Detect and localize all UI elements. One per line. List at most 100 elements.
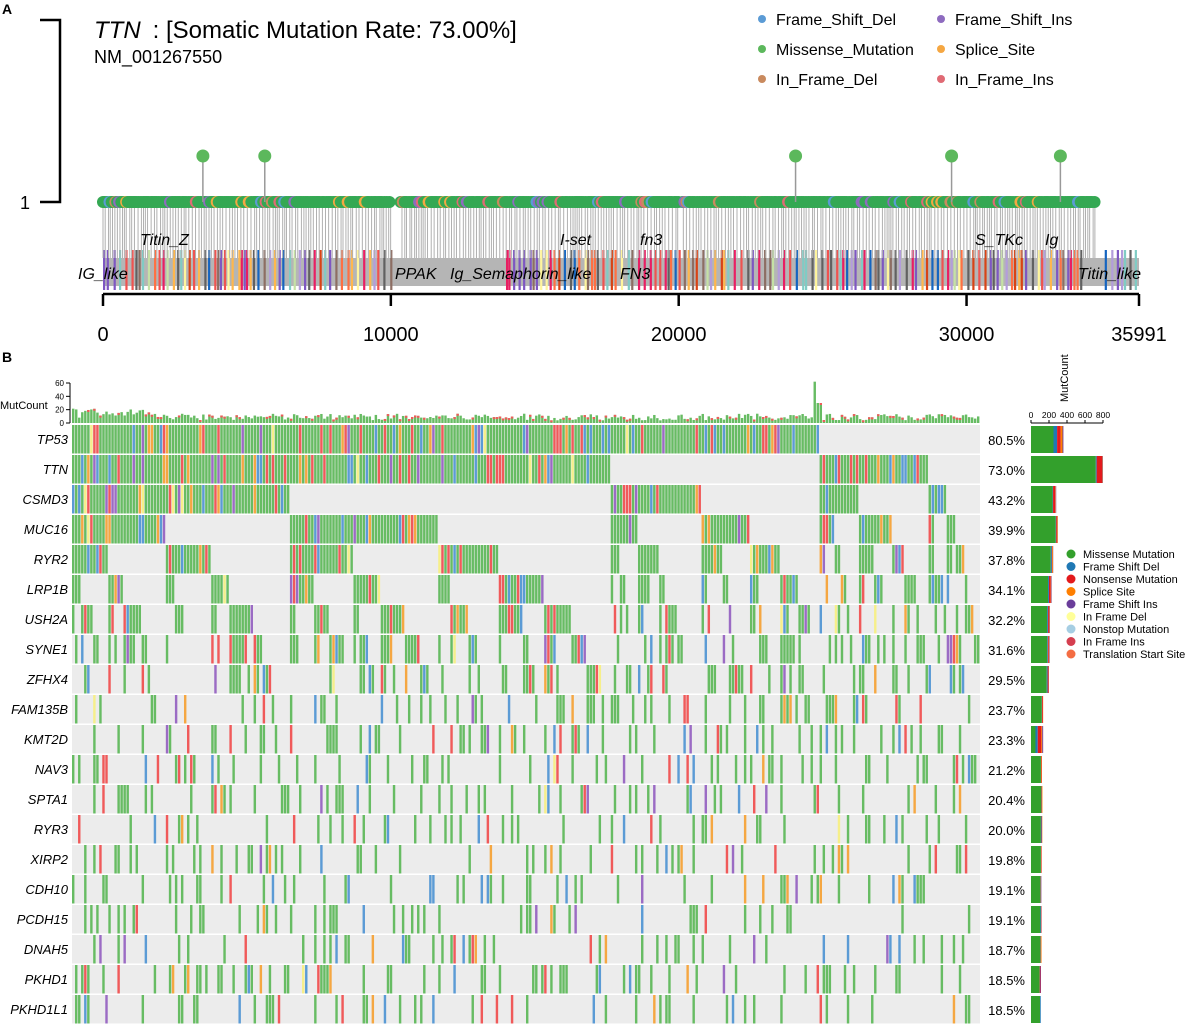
- oncoprint-cell: [456, 875, 459, 904]
- oncoprint-cell: [211, 575, 214, 604]
- oncoprint-cell: [244, 935, 247, 964]
- oncoprint-cell: [398, 845, 402, 874]
- domain-stripe: [298, 250, 301, 290]
- oncoprint-cell: [277, 995, 281, 1024]
- oncoprint-cell: [117, 725, 120, 754]
- oncoprint-cell: [135, 515, 138, 544]
- oncoprint-cell: [510, 605, 514, 634]
- oncoprint-cell: [874, 455, 877, 484]
- oncoprint-cell: [486, 725, 490, 754]
- oncoprint-cell: [507, 605, 511, 634]
- oncoprint-cell: [631, 485, 635, 514]
- top-mutcount-bar: [401, 415, 405, 423]
- oncoprint-cell: [456, 695, 459, 724]
- oncoprint-cell: [819, 545, 823, 574]
- oncoprint-cell: [828, 485, 832, 514]
- oncoprint-cell: [828, 455, 832, 484]
- oncoprint-cell: [650, 635, 653, 664]
- oncoprint-cell: [471, 545, 474, 574]
- domain-stripe: [996, 250, 999, 290]
- oncoprint-cell: [211, 605, 214, 634]
- oncoprint-cell: [156, 425, 160, 454]
- top-mutcount-bar-segment: [762, 417, 765, 420]
- top-mutcount-bar: [668, 418, 671, 423]
- top-mutcount-bar: [877, 414, 880, 423]
- oncoprint-cell: [329, 665, 332, 694]
- legend-label: Frame Shift Del: [1083, 562, 1159, 574]
- oncoprint-cell: [668, 485, 671, 514]
- oncoprint-cell: [952, 635, 956, 664]
- oncoprint-cell: [395, 605, 399, 634]
- oncoprint-cell: [111, 425, 114, 454]
- oncoprint-cell: [214, 665, 217, 694]
- gene-label: USH2A: [25, 612, 68, 627]
- top-mutcount-bar: [283, 419, 287, 423]
- oncoprint-cell: [704, 575, 707, 604]
- oncoprint-cell: [571, 755, 574, 784]
- oncoprint-cell: [295, 515, 299, 544]
- oncoprint-cell: [305, 965, 308, 994]
- oncoprint-cell: [701, 815, 704, 844]
- domain-stripe: [836, 250, 839, 290]
- top-mutcount-bar: [973, 418, 977, 423]
- oncoprint-cell: [96, 455, 99, 484]
- oncoprint-cell: [889, 935, 892, 964]
- oncoprint-cell: [650, 485, 653, 514]
- oncoprint-cell: [644, 485, 647, 514]
- oncoprint-cell: [441, 665, 444, 694]
- right-bar-tick-label: 200: [1042, 410, 1056, 420]
- oncoprint-cell: [120, 515, 123, 544]
- oncoprint-cell: [662, 665, 665, 694]
- gene-label: DNAH5: [24, 942, 69, 957]
- top-mutcount-bar: [438, 416, 441, 423]
- top-mutcount-bar-segment: [156, 416, 160, 419]
- top-mutcount-bar: [132, 414, 135, 423]
- oncoprint-cell: [904, 575, 907, 604]
- oncoprint-cell: [271, 875, 275, 904]
- oncoprint-cell: [864, 455, 868, 484]
- top-mutcount-bar-segment: [952, 416, 956, 419]
- oncoprint-cell: [834, 455, 838, 484]
- oncoprint-cell: [722, 575, 726, 604]
- oncoprint-cell: [302, 455, 305, 484]
- oncoprint-cell: [193, 485, 196, 514]
- oncoprint-cell: [202, 905, 205, 934]
- oncoprint-cell: [541, 965, 544, 994]
- oncoprint-cell: [765, 935, 768, 964]
- oncoprint-cell: [274, 455, 278, 484]
- gene-percent: 18.7%: [988, 943, 1025, 958]
- oncoprint-cell: [516, 425, 520, 454]
- oncoprint-cell: [668, 695, 671, 724]
- top-mutcount-bar-segment: [916, 418, 919, 421]
- oncoprint-cell: [108, 905, 111, 934]
- oncoprint-cell: [538, 455, 541, 484]
- oncoprint-cell: [647, 665, 650, 694]
- oncoprint-cell: [650, 545, 653, 574]
- oncoprint-cell: [483, 965, 487, 994]
- oncoprint-cell: [976, 635, 980, 664]
- oncoprint-cell: [256, 425, 260, 454]
- oncoprint-cell: [653, 995, 656, 1024]
- oncoprint-cell: [190, 425, 193, 454]
- top-mutcount-bar: [574, 419, 577, 423]
- oncoprint-cell: [292, 815, 296, 844]
- oncoprint-cell: [223, 485, 226, 514]
- oncoprint-cell: [202, 545, 205, 574]
- oncoprint-cell: [277, 425, 281, 454]
- gene-percent: 37.8%: [988, 553, 1025, 568]
- oncoprint-cell: [459, 725, 462, 754]
- oncoprint-cell: [368, 455, 372, 484]
- oncoprint-cell: [804, 425, 807, 454]
- oncoprint-cell: [486, 425, 490, 454]
- oncoprint-row-background: [72, 785, 980, 814]
- mutcount-bar-segment: [1031, 636, 1048, 663]
- oncoprint-cell: [138, 455, 142, 484]
- oncoprint-cell: [529, 455, 532, 484]
- oncoprint-cell: [737, 785, 741, 814]
- domain-stripe: [960, 250, 963, 290]
- oncoprint-cell: [644, 425, 647, 454]
- oncoprint-cell: [813, 845, 816, 874]
- domain-stripe: [263, 250, 266, 290]
- oncoprint-cell: [550, 665, 553, 694]
- oncoprint-cell: [783, 695, 786, 724]
